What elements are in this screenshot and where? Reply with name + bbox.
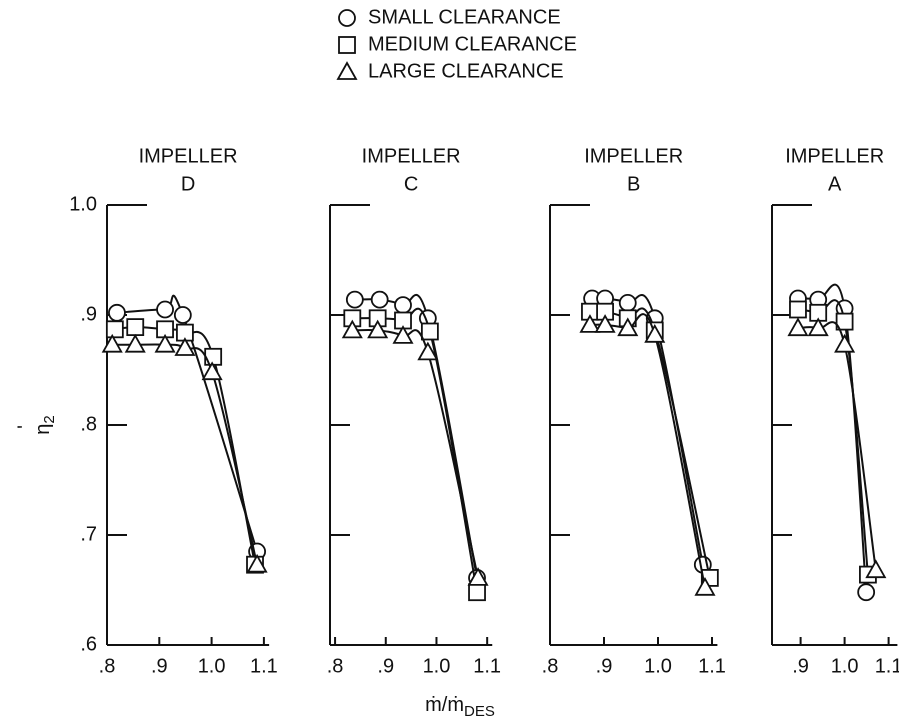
point [618,293,637,312]
point [467,567,489,586]
panel-title: IMPELLER [139,145,238,167]
point [694,576,716,596]
panel-subtitle: D [181,173,195,195]
point [417,341,439,361]
point [617,317,639,337]
point [594,314,616,333]
y-tick-label: .6 [80,633,97,655]
point [105,320,124,339]
x-axis-label-subscript: DES [464,703,495,720]
y-axis-label-prime: ' [14,425,36,429]
legend-label: LARGE CLEARANCE [368,60,564,82]
point [108,303,126,322]
point [787,317,809,337]
point [857,583,876,602]
legend-label: SMALL CLEARANCE [368,6,561,28]
panel: IMPELLER C .8 .9 1.0 1.1 [327,145,501,677]
y-tick-label: .8 [80,413,97,435]
point [126,318,145,337]
y-axis-label-symbol: η [32,424,54,435]
x-tick-label: 1.1 [473,655,501,677]
y-tick-label: 1.0 [69,193,97,215]
point [154,333,176,353]
x-tick-label: .8 [99,655,116,677]
point [394,296,412,315]
point [156,300,174,319]
y-tick-label: .9 [80,303,97,325]
point [173,306,192,324]
point [420,322,439,341]
panel: IMPELLER B .8 .9 1.0 1.1 [542,145,726,677]
fit-curve [589,313,706,588]
panel-title: IMPELLER [362,145,461,167]
x-tick-label: .8 [327,655,344,677]
x-tick-label: 1.0 [644,655,672,677]
legend-marker [338,36,356,54]
point [865,559,887,579]
panel-title: IMPELLER [785,145,884,167]
point [807,317,829,337]
x-tick-label: .9 [596,655,613,677]
point [174,337,196,356]
legend-marker [336,61,358,80]
legend-label: MEDIUM CLEARANCE [368,33,577,55]
panel: IMPELLER A .9 1.0 1.1 [771,145,899,677]
x-tick-label: .9 [151,655,168,677]
point [124,333,146,353]
point [834,333,856,353]
panel-subtitle: B [627,173,640,195]
x-tick-label: 1.1 [250,655,278,677]
panel-subtitle: C [404,173,418,195]
fit-curve [352,307,479,593]
point [345,290,364,309]
y-tick-label: .7 [80,523,97,545]
point [341,319,363,339]
x-tick-label: 1.0 [831,655,859,677]
y-axis-label: η2 ' [14,415,58,434]
point [246,553,268,573]
y-axis-label-subscript: 2 [41,415,58,423]
point [101,333,123,353]
x-tick-label: 1.0 [423,655,451,677]
point [579,314,601,333]
point [370,290,389,309]
fit-curve [116,294,259,552]
fit-curve [112,343,259,565]
fit-curve [114,326,256,565]
point [468,583,486,602]
panel: IMPELLER D .6 .7 .8 .9 1.0 .8 .9 1.0 1.1 [69,145,278,677]
point [644,323,666,343]
x-tick-label: .8 [542,655,559,677]
panel-title: IMPELLER [584,145,683,167]
x-tick-label: 1.0 [198,655,226,677]
point [789,300,807,319]
y-axis-label-text: η2 [32,415,58,434]
point [367,319,389,339]
panel-subtitle: A [828,173,842,195]
x-tick-label: .9 [377,655,394,677]
fit-curve [352,328,480,579]
point [835,312,854,331]
fit-curve [797,299,869,575]
point [201,361,223,381]
point [392,325,414,344]
x-tick-label: 1.1 [698,655,726,677]
x-tick-label: 1.1 [875,655,899,677]
x-axis-label: ṁ/ṁDES [425,694,495,720]
fit-curve [797,283,868,593]
legend-marker [338,9,356,27]
x-tick-label: .9 [792,655,809,677]
x-axis-label-text: ṁ/ṁ [425,694,464,716]
fit-curve [589,307,711,579]
